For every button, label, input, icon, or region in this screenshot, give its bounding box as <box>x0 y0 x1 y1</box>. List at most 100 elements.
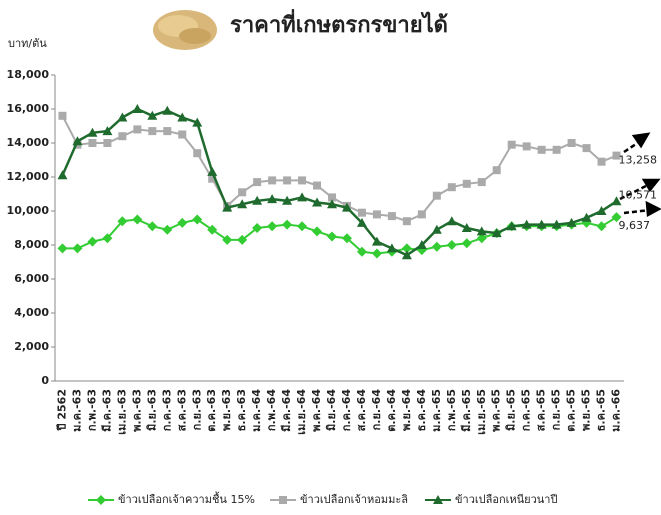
y-tick-label: 14,000 <box>7 136 50 149</box>
data-point <box>402 217 411 226</box>
value-label: 10,571 <box>619 188 658 201</box>
x-tick-label: พ.ย.-63 <box>220 389 233 431</box>
x-tick-label: ม.ค.-65 <box>430 389 443 432</box>
x-tick-label: ก.พ.-63 <box>85 389 98 431</box>
data-point <box>461 223 472 232</box>
data-point <box>461 238 472 249</box>
data-point <box>222 234 233 245</box>
data-point <box>611 196 622 206</box>
data-point <box>147 221 158 232</box>
data-point <box>132 214 143 225</box>
x-tick-label: มิ.ย.-64 <box>325 389 338 431</box>
x-tick-label: ม.ค.-66 <box>610 389 623 432</box>
x-tick-label: มี.ค.-65 <box>460 389 473 432</box>
data-point <box>416 240 427 249</box>
data-point <box>282 219 293 230</box>
x-tick-label: พ.ค.-64 <box>310 389 323 432</box>
x-tick-label: ธ.ค.-63 <box>235 389 248 431</box>
data-point <box>567 139 576 147</box>
y-tick-label: 4,000 <box>14 306 49 319</box>
x-tick-label: ก.ค.-63 <box>160 389 173 431</box>
x-tick-label: ธ.ค.-64 <box>415 389 428 432</box>
y-tick-label: 10,000 <box>7 204 50 217</box>
x-tick-label: ก.ย.-64 <box>370 389 383 431</box>
y-tick-label: 18,000 <box>7 68 50 81</box>
data-point <box>102 233 113 244</box>
data-point <box>267 194 278 204</box>
data-point <box>207 166 218 176</box>
data-point <box>298 176 307 185</box>
data-point <box>491 228 502 238</box>
x-tick-label: ส.ค.-65 <box>535 389 548 431</box>
legend-label: ข้าวเปลือกเจ้าความชื้น 15% <box>118 491 255 506</box>
data-point <box>522 142 531 151</box>
data-point <box>313 181 322 190</box>
data-point <box>238 188 247 197</box>
y-tick-label: 2,000 <box>14 340 49 353</box>
data-point <box>551 219 562 229</box>
data-point <box>611 212 622 223</box>
data-point <box>462 179 471 188</box>
x-tick-label: มี.ค.-63 <box>100 389 113 432</box>
data-point <box>192 117 203 127</box>
data-point <box>88 139 97 147</box>
arrows <box>619 132 661 218</box>
data-point <box>103 139 112 147</box>
x-tick-label: พ.ย.-65 <box>580 389 593 431</box>
data-point <box>371 236 382 246</box>
y-axis-label: บาท/ตัน <box>8 37 47 50</box>
data-point <box>446 216 457 226</box>
x-tick-label: มิ.ย.-63 <box>145 389 158 431</box>
legend-label: ข้าวเปลือกเหนียวนาปี <box>455 493 557 506</box>
data-point <box>282 195 293 205</box>
data-point <box>192 214 203 225</box>
data-point <box>596 221 607 232</box>
x-tick-label: ม.ค.-63 <box>70 389 83 432</box>
data-point <box>222 202 233 212</box>
data-point <box>297 221 308 232</box>
data-point <box>193 149 202 158</box>
data-point <box>477 178 486 187</box>
x-tick-label: พ.ย.-64 <box>400 389 413 431</box>
data-point <box>597 157 606 166</box>
data-point <box>401 243 412 254</box>
series-line <box>62 216 618 255</box>
data-point <box>447 183 456 192</box>
data-point <box>117 112 128 122</box>
data-point <box>371 248 382 259</box>
data-point <box>207 224 218 235</box>
data-point <box>268 176 277 185</box>
x-tick-label: มี.ค.-64 <box>280 389 293 432</box>
data-point <box>177 217 188 228</box>
data-point <box>581 212 592 222</box>
data-point <box>162 105 173 115</box>
x-tick-label: ธ.ค.-65 <box>595 389 608 431</box>
x-tick-label: ก.ย.-65 <box>550 389 563 430</box>
data-point <box>596 206 607 215</box>
x-tick-label: ก.ค.-64 <box>340 389 353 432</box>
x-tick-label: ต.ค.-64 <box>385 389 398 432</box>
x-tick-label: มิ.ย.-65 <box>505 389 518 431</box>
data-point <box>357 208 366 217</box>
data-point <box>417 210 426 219</box>
data-point <box>552 145 561 154</box>
data-point <box>612 151 621 160</box>
x-tick-label: ส.ค.-64 <box>355 389 368 432</box>
legend-marker <box>96 495 106 505</box>
x-tick-label: ส.ค.-63 <box>175 389 188 431</box>
y-tick-label: 6,000 <box>14 272 49 285</box>
data-point <box>566 217 577 227</box>
legend-marker <box>433 495 443 504</box>
x-tick-label: ก.ค.-65 <box>520 389 533 431</box>
data-point <box>148 127 157 136</box>
data-point <box>356 246 367 257</box>
data-point <box>327 199 338 209</box>
data-point <box>133 125 142 134</box>
data-point <box>283 176 292 185</box>
data-point <box>163 127 172 136</box>
data-point <box>432 191 441 200</box>
data-point <box>401 250 412 260</box>
x-tick-label: ก.ย.-63 <box>190 389 203 430</box>
data-point <box>72 243 83 254</box>
data-point <box>312 197 323 207</box>
